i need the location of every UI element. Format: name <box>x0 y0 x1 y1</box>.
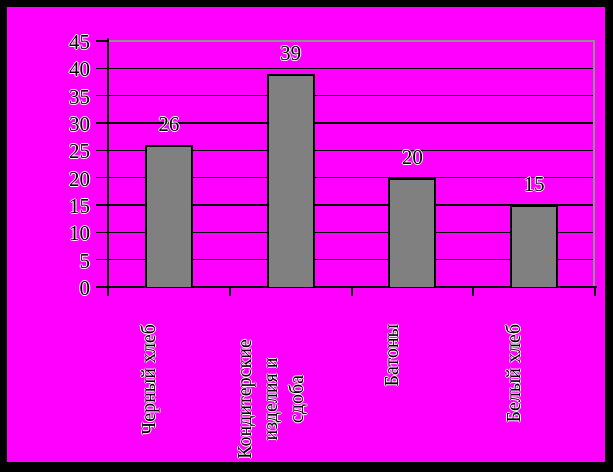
gridline <box>108 67 595 70</box>
y-axis <box>106 38 109 288</box>
x-axis-tick <box>228 287 231 296</box>
plot-area-border <box>108 40 595 287</box>
bar <box>144 144 193 287</box>
bar-value-label: 15 <box>523 172 545 196</box>
y-axis-tick <box>96 204 108 206</box>
y-axis-tick <box>96 67 108 70</box>
category-label-line: Батоны <box>381 324 404 387</box>
gridline <box>108 149 595 152</box>
y-tick-label: 10 <box>69 221 90 246</box>
x-axis-tick <box>350 287 353 296</box>
category-label-line: Черный хлеб <box>137 324 160 435</box>
y-tick-label: 30 <box>69 112 90 136</box>
y-axis-tick <box>96 94 108 97</box>
y-axis-tick <box>96 40 108 42</box>
y-tick-label: 15 <box>69 194 90 218</box>
gridline <box>108 204 595 206</box>
y-axis-tick <box>96 122 108 124</box>
y-tick-label: 20 <box>69 166 90 191</box>
y-axis-tick <box>96 231 108 234</box>
x-axis-tick <box>107 287 109 296</box>
y-axis-tick <box>96 258 108 261</box>
bar <box>388 177 437 287</box>
category-label-line: сдоба <box>285 374 308 424</box>
category-label-line: Кондитерские <box>233 339 256 459</box>
category-label: Батоны <box>381 324 404 472</box>
y-tick-label: 40 <box>69 57 90 82</box>
category-label-line: изделия и <box>259 357 282 441</box>
category-label-line: Белый хлеб <box>503 324 526 423</box>
bar <box>510 205 559 287</box>
y-tick-label: 5 <box>79 248 91 273</box>
gridline <box>108 94 595 97</box>
y-tick-label: 25 <box>69 139 90 164</box>
category-label: Белый хлеб <box>503 324 526 472</box>
bar-value-label: 20 <box>401 144 423 169</box>
x-axis-tick <box>472 287 475 296</box>
bar <box>266 73 315 287</box>
y-tick-label: 45 <box>69 30 90 54</box>
bar-value-label: 26 <box>158 111 180 136</box>
gridline <box>108 258 595 261</box>
gridline <box>108 122 595 124</box>
gridline <box>108 176 595 179</box>
gridline <box>108 231 595 234</box>
x-axis-tick <box>594 287 596 296</box>
y-tick-label: 35 <box>69 84 90 109</box>
y-axis-tick <box>96 286 108 288</box>
y-tick-label: 0 <box>79 276 91 300</box>
category-label: Кондитерские изделия и сдоба <box>232 324 310 472</box>
y-axis-tick <box>96 149 108 152</box>
category-label: Черный хлеб <box>137 324 160 472</box>
bar-value-label: 39 <box>280 40 302 65</box>
y-axis-tick <box>96 176 108 179</box>
